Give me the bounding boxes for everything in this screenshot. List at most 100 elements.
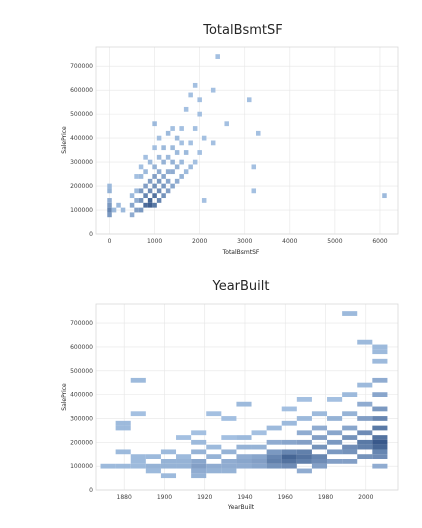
hist-bin [111, 207, 117, 213]
hist-bin [188, 164, 193, 170]
hist-bin [201, 135, 207, 141]
hist-bin [138, 188, 144, 194]
x-tick-label: 4000 [282, 238, 297, 245]
hist-bin [179, 140, 184, 146]
hist-bin [107, 207, 112, 213]
x-tick-label: 1900 [157, 494, 172, 501]
hist-bin [165, 188, 171, 194]
hist-bin [357, 439, 373, 445]
hist-bin [191, 449, 207, 455]
hist-bin [160, 463, 177, 469]
hist-bin [134, 188, 139, 194]
hist-bin [201, 198, 207, 203]
hist-bin [192, 126, 198, 131]
hist-bin [281, 454, 297, 459]
hist-bin [160, 473, 177, 479]
hist-bin [357, 401, 373, 407]
hist-bin [191, 463, 207, 469]
plot-frame [95, 46, 399, 235]
hist-bin [160, 449, 177, 455]
hist-bin [372, 392, 388, 397]
hist-bin [296, 430, 312, 436]
hist-bin [342, 435, 358, 440]
hist-bin [327, 430, 343, 436]
y-tick-label: 600000 [70, 87, 93, 94]
hist-bin [372, 425, 388, 431]
hist-bin [156, 178, 162, 184]
hist-bin [179, 159, 184, 165]
hist-bin [327, 459, 343, 464]
hist-bin [176, 463, 192, 469]
hist-bin [372, 377, 388, 383]
hist-bin [221, 449, 237, 455]
y-tick-label: 500000 [70, 111, 93, 118]
hist-bin [152, 174, 157, 179]
hist-bin [372, 439, 388, 445]
hist-bin [327, 449, 343, 455]
hist-bin [129, 212, 135, 218]
hist-bin [197, 97, 202, 103]
hist-bin [107, 202, 112, 208]
hist-bin [138, 207, 144, 213]
hist-bin [206, 468, 222, 474]
hist-bin [152, 145, 157, 151]
hist-bin [266, 463, 282, 469]
hist-bin [156, 135, 162, 141]
y-tick-label: 0 [89, 231, 93, 238]
hist-bin [152, 183, 157, 189]
hist-bin [129, 202, 135, 208]
hist-bin [251, 188, 257, 194]
hist-bin [161, 183, 166, 189]
hist-bin [342, 444, 358, 450]
hist-bin [296, 449, 312, 455]
chart-1-title: TotalBsmtSF [202, 23, 283, 38]
y-tick-label: 300000 [70, 415, 93, 422]
hist-bin [191, 459, 207, 464]
hist-bin [311, 444, 328, 450]
hist-bin [145, 463, 161, 469]
hist-bin [130, 377, 146, 383]
hist-bin [221, 435, 237, 440]
hist-bin [174, 150, 180, 155]
hist-bin [342, 311, 358, 316]
hist-bin [174, 135, 180, 141]
hist-bin [221, 468, 237, 474]
hist-bin [372, 358, 388, 364]
x-tick-label: 1940 [237, 494, 252, 501]
hist-bin [251, 444, 267, 450]
hist-bin [143, 154, 148, 160]
hist-bin [206, 463, 222, 469]
hist-bin [372, 349, 388, 355]
hist-bin [174, 178, 180, 184]
hist-bin [251, 463, 267, 469]
hist-bin [188, 140, 193, 146]
hist-bin [145, 468, 161, 474]
y-tick-label: 100000 [70, 463, 93, 470]
hist-bin [156, 154, 162, 160]
hist-bin [206, 444, 222, 450]
hist-bin [165, 169, 171, 175]
hist-bin [130, 411, 146, 417]
hist-bin [116, 202, 121, 208]
y-tick-label: 200000 [70, 183, 93, 190]
hist-bin [100, 463, 116, 469]
hist-bin [179, 174, 184, 179]
hist-bin [115, 425, 131, 431]
y-tick-label: 700000 [70, 320, 93, 327]
hist-bin [152, 164, 157, 170]
hist-bin [138, 198, 144, 203]
hist-bin [143, 169, 148, 175]
hist-bin [296, 459, 312, 464]
hist-bin [197, 111, 202, 117]
y-tick-label: 600000 [70, 344, 93, 351]
hist-bin [296, 454, 312, 459]
hist-bin [107, 188, 112, 194]
hist-bin [281, 439, 297, 445]
hist-bin [342, 411, 358, 417]
hist-bin [236, 444, 252, 450]
hist-bin [170, 159, 175, 165]
hist-bin [215, 54, 220, 59]
hist-bin [206, 411, 222, 417]
hist-bin [357, 382, 373, 388]
